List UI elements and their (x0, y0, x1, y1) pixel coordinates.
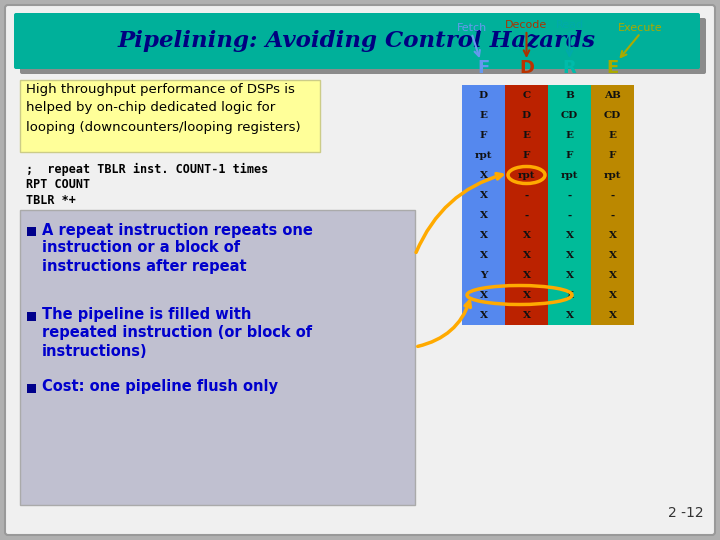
Bar (27, 227, 36, 236)
Text: rpt: rpt (604, 171, 621, 179)
Text: instructions): instructions) (42, 343, 148, 359)
Text: X: X (480, 171, 487, 179)
Bar (27, 312, 36, 321)
Text: E: E (608, 131, 616, 139)
Text: Read: Read (555, 20, 584, 30)
Text: Y: Y (480, 271, 487, 280)
Text: The pipeline is filled with: The pipeline is filled with (42, 307, 251, 322)
Text: AB: AB (604, 91, 621, 99)
Text: X: X (523, 310, 531, 320)
Text: X: X (608, 310, 616, 320)
Text: C: C (523, 91, 531, 99)
Bar (27, 384, 36, 393)
Text: X: X (480, 191, 487, 199)
Text: F: F (523, 151, 530, 159)
Text: D: D (522, 111, 531, 119)
Text: CD: CD (561, 111, 578, 119)
Text: RPT COUNT: RPT COUNT (26, 179, 90, 192)
Text: rpt: rpt (474, 151, 492, 159)
Text: F: F (566, 151, 573, 159)
Text: Execute: Execute (618, 23, 663, 33)
Text: TBLR *+: TBLR *+ (26, 194, 76, 207)
Text: 2 -12: 2 -12 (668, 506, 704, 520)
Text: X: X (480, 231, 487, 240)
FancyBboxPatch shape (20, 210, 415, 505)
Bar (462, 85, 505, 325)
Text: X: X (565, 291, 574, 300)
Text: -: - (567, 211, 572, 219)
Text: X: X (480, 291, 487, 300)
Text: Cost: one pipeline flush only: Cost: one pipeline flush only (42, 380, 278, 395)
Text: X: X (608, 271, 616, 280)
Text: E: E (480, 111, 487, 119)
Text: X: X (565, 251, 574, 260)
Text: Pipelining: Avoiding Control Hazards: Pipelining: Avoiding Control Hazards (118, 30, 596, 52)
Text: X: X (523, 291, 531, 300)
Text: F: F (477, 59, 490, 77)
Bar (591, 85, 634, 325)
Text: Fetch: Fetch (456, 23, 487, 33)
Text: F: F (609, 151, 616, 159)
Text: A repeat instruction repeats one: A repeat instruction repeats one (42, 222, 313, 238)
Text: -: - (611, 191, 615, 199)
Text: X: X (523, 251, 531, 260)
Text: E: E (565, 131, 574, 139)
Text: rpt: rpt (561, 171, 578, 179)
Text: X: X (608, 231, 616, 240)
Bar (548, 85, 591, 325)
Text: X: X (480, 211, 487, 219)
FancyBboxPatch shape (14, 13, 700, 69)
FancyBboxPatch shape (20, 80, 320, 152)
Text: -: - (524, 191, 528, 199)
Text: X: X (480, 251, 487, 260)
Text: X: X (565, 271, 574, 280)
Text: X: X (608, 291, 616, 300)
Text: Decode: Decode (505, 20, 548, 30)
Text: D: D (479, 91, 488, 99)
Text: X: X (480, 310, 487, 320)
Text: B: B (565, 91, 574, 99)
Text: E: E (523, 131, 531, 139)
FancyBboxPatch shape (5, 5, 715, 535)
Text: R: R (562, 59, 577, 77)
Text: -: - (524, 211, 528, 219)
Text: X: X (565, 310, 574, 320)
Bar (505, 85, 548, 325)
Text: repeated instruction (or block of: repeated instruction (or block of (42, 326, 312, 341)
Text: instruction or a block of: instruction or a block of (42, 240, 240, 255)
Text: instructions after repeat: instructions after repeat (42, 259, 247, 273)
Text: D: D (519, 59, 534, 77)
Text: E: E (606, 59, 618, 77)
Text: X: X (523, 231, 531, 240)
Text: X: X (565, 231, 574, 240)
FancyBboxPatch shape (20, 18, 706, 74)
Text: ;  repeat TBLR inst. COUNT-1 times: ; repeat TBLR inst. COUNT-1 times (26, 163, 269, 176)
Text: F: F (480, 131, 487, 139)
Text: helped by on-chip dedicated logic for: helped by on-chip dedicated logic for (26, 102, 275, 114)
Text: looping (downcounters/looping registers): looping (downcounters/looping registers) (26, 120, 301, 133)
Text: rpt: rpt (518, 171, 535, 179)
Text: CD: CD (604, 111, 621, 119)
Text: X: X (523, 271, 531, 280)
Text: -: - (611, 211, 615, 219)
Text: -: - (567, 191, 572, 199)
Text: X: X (608, 251, 616, 260)
Text: High throughput performance of DSPs is: High throughput performance of DSPs is (26, 83, 295, 96)
